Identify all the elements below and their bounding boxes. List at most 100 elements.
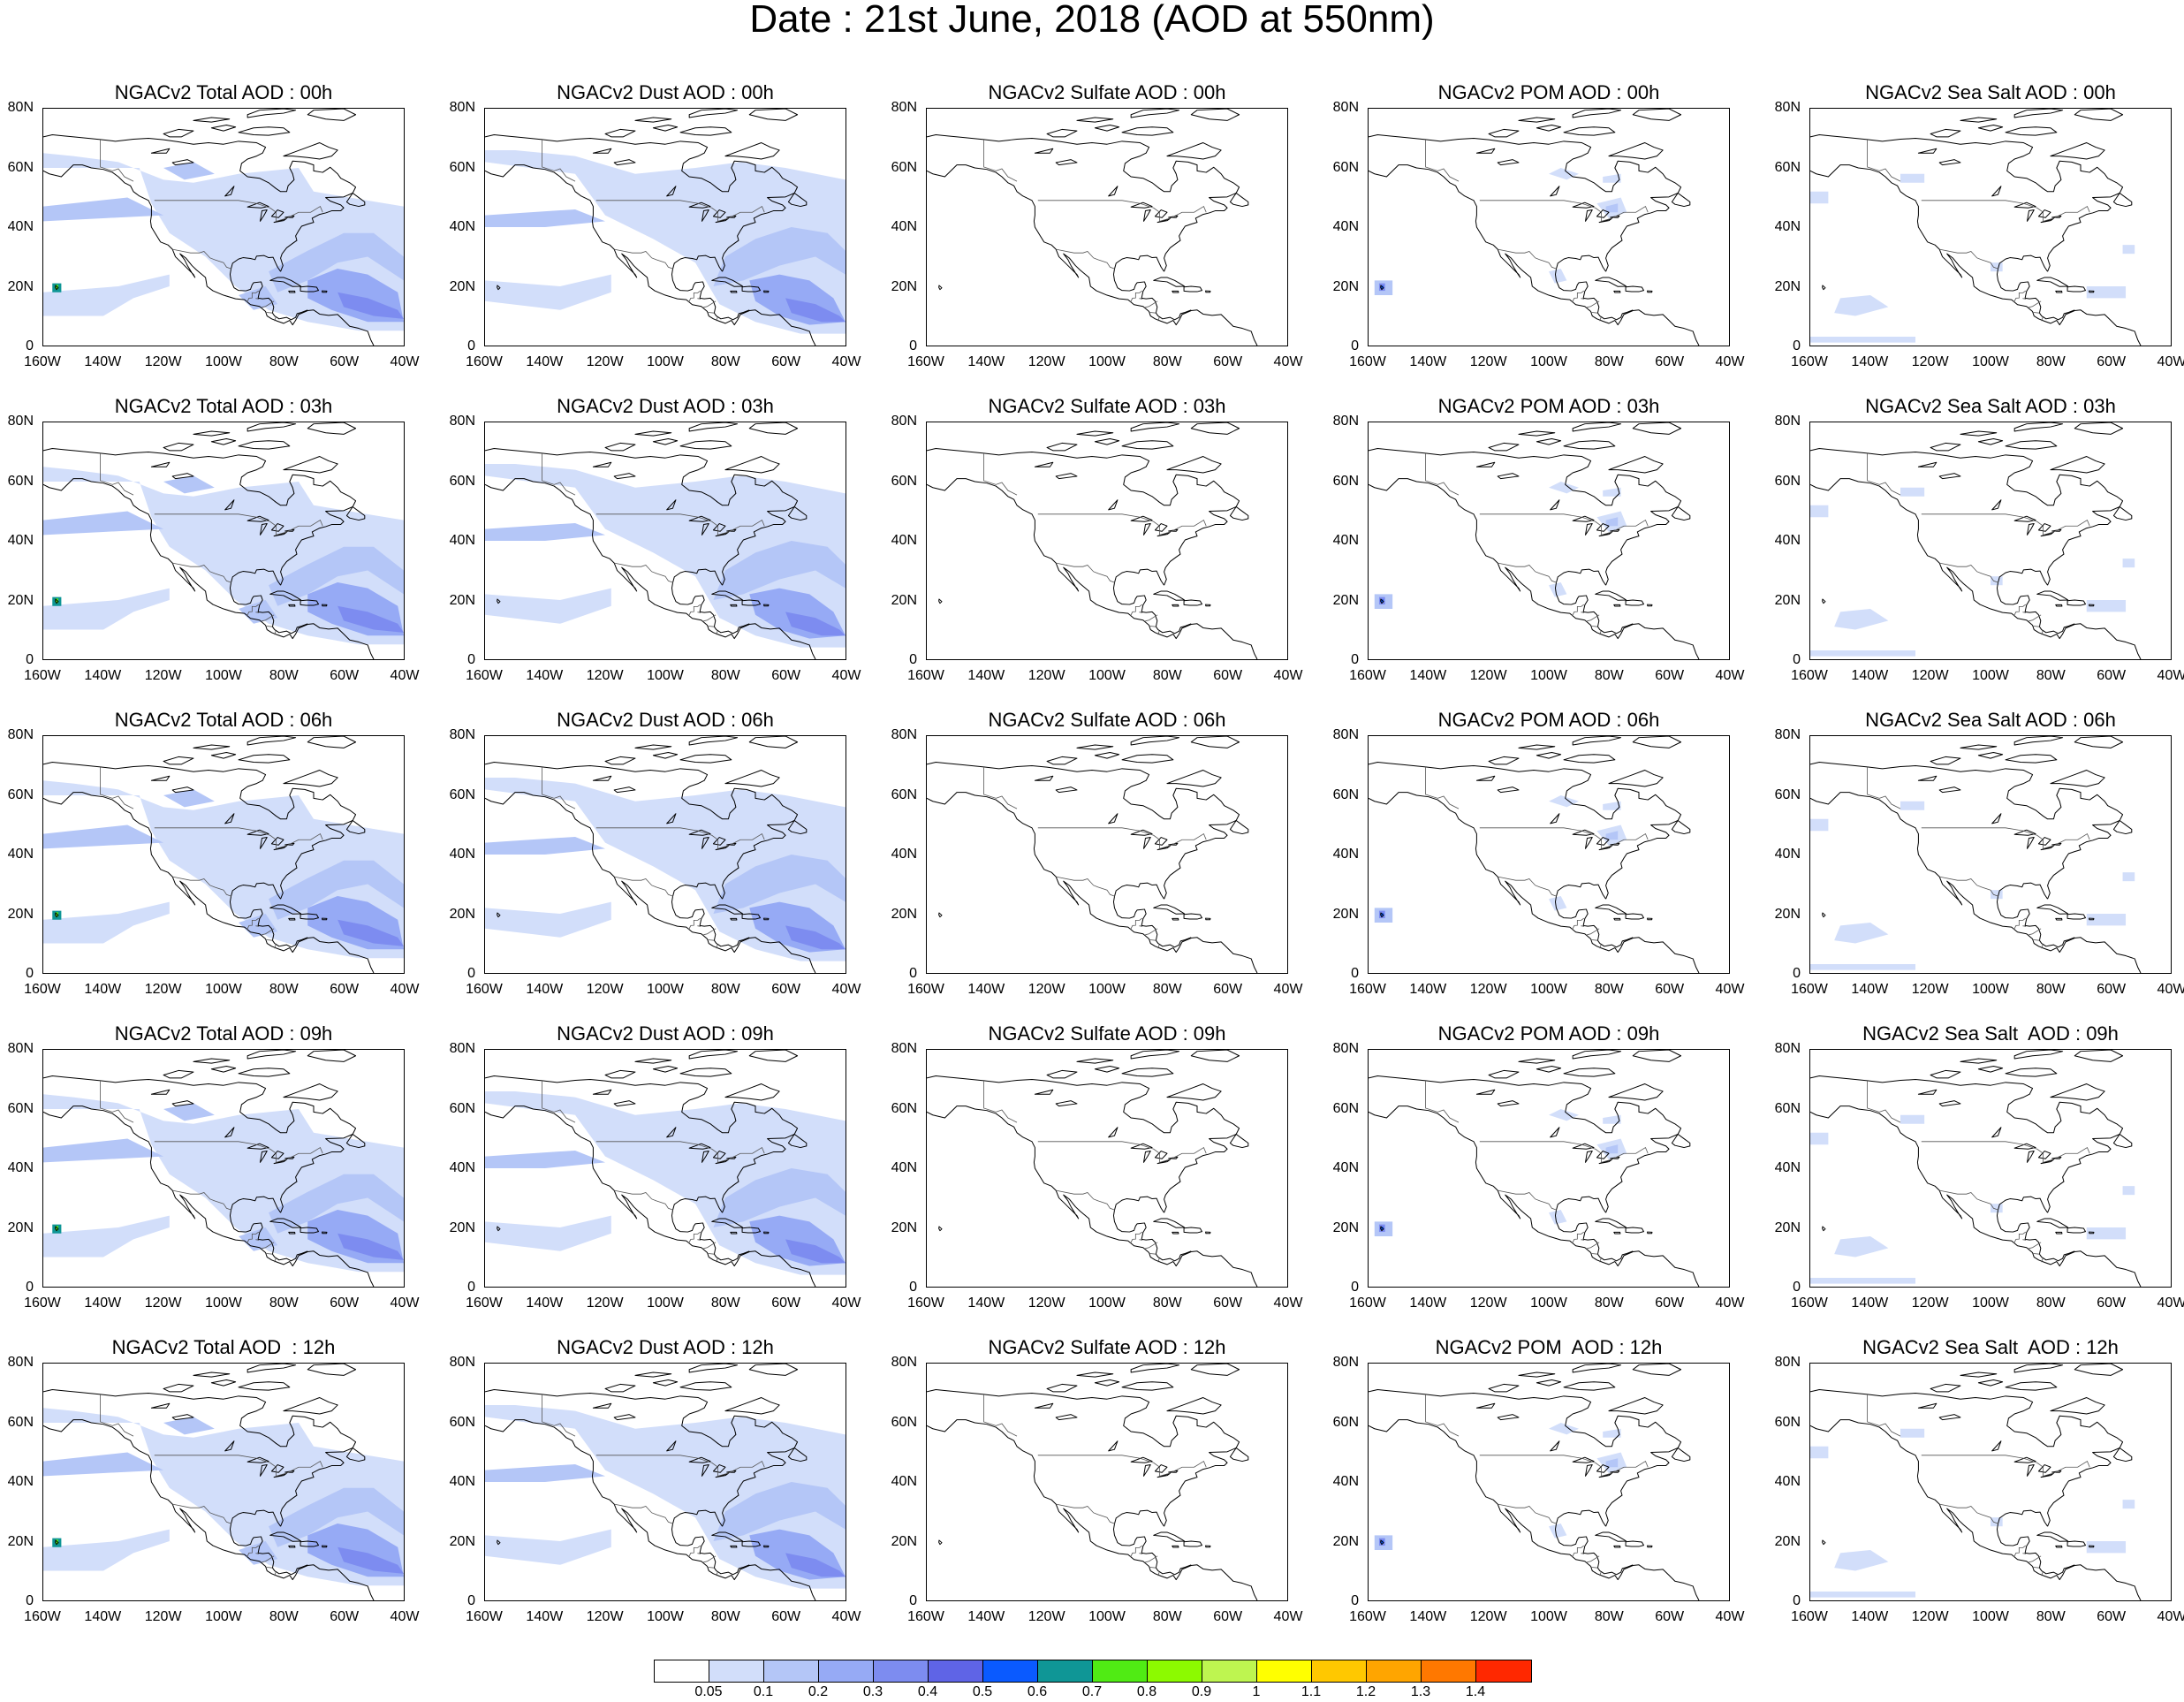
longitude-tick-label: 80W	[269, 1295, 299, 1311]
colorbar-tick-label: 1.2	[1355, 1684, 1376, 1699]
colorbar-tick-label: 0.8	[1136, 1684, 1157, 1699]
longitude-tick-label: 160W	[1791, 1609, 1828, 1624]
map-panel-pom: NGACv2 POM AOD : 12h 80N 60N 40N 20N 0 160W 140…	[1325, 1336, 1767, 1637]
latitude-tick-label: 20N	[1774, 592, 1801, 608]
latitude-tick-label: 0	[909, 1280, 917, 1295]
colorbar-tick-label: 0.9	[1191, 1684, 1212, 1699]
longitude-tick-label: 60W	[1213, 668, 1243, 683]
colorbar-swatch	[874, 1660, 929, 1682]
colorbar-tick-label: 1	[1252, 1684, 1261, 1699]
latitude-tick-label: 80N	[891, 414, 917, 429]
longitude-tick-label: 60W	[330, 354, 360, 369]
aod-field-region	[785, 1239, 846, 1264]
map-frame	[42, 1363, 405, 1601]
latitude-tick-label: 40N	[891, 1160, 917, 1175]
latitude-tick-label: 60N	[449, 1414, 475, 1430]
latitude-tick-label: 20N	[891, 592, 917, 608]
latitude-tick-label: 60N	[7, 159, 34, 175]
political-borders	[1867, 452, 2090, 635]
political-borders	[983, 452, 1207, 635]
aod-field-region	[485, 901, 611, 938]
political-borders	[983, 1080, 1207, 1263]
latitude-tick-label: 20N	[449, 906, 475, 922]
aod-field-region	[337, 1233, 404, 1260]
aod-field-region	[1810, 1446, 1829, 1459]
panel-title: NGACv2 Sea Salt AOD : 03h	[1865, 395, 2116, 417]
longitude-tick-label: 120W	[144, 982, 182, 997]
longitude-tick-label: 120W	[1469, 668, 1507, 683]
aod-field-region	[1900, 801, 1925, 810]
longitude-tick-label: 140W	[526, 354, 564, 369]
latitude-tick-label: 80N	[891, 100, 917, 115]
aod-field-region	[1549, 1109, 1580, 1121]
map-frame	[1809, 1049, 2172, 1288]
colorbar-tick-label: 0.1	[753, 1684, 774, 1699]
map-panel-sulfate: NGACv2 Sulfate AOD : 09h 80N 60N 40N 20N 0 160…	[883, 1022, 1325, 1323]
latitude-tick-label: 80N	[1774, 414, 1801, 429]
longitude-tick-label: 140W	[1851, 354, 1889, 369]
aod-field-region	[1991, 262, 2003, 272]
longitude-tick-label: 120W	[1911, 1295, 1949, 1311]
latitude-tick-label: 60N	[891, 159, 917, 175]
latitude-tick-label: 60N	[449, 1100, 475, 1116]
latitude-tick-label: 0	[26, 338, 34, 353]
longitude-tick-label: 100W	[647, 1609, 684, 1624]
map-panel-sulfate: NGACv2 Sulfate AOD : 12h 80N 60N 40N 20N 0 160…	[883, 1336, 1325, 1637]
longitude-tick-label: 80W	[1152, 1609, 1182, 1624]
panel-title: NGACv2 Dust AOD : 00h	[557, 81, 774, 103]
latitude-tick-label: 80N	[1332, 414, 1359, 429]
longitude-tick-label: 140W	[967, 1609, 1005, 1624]
longitude-tick-label: 100W	[205, 354, 242, 369]
aod-field-region	[43, 1452, 164, 1477]
longitude-tick-label: 140W	[1409, 1295, 1447, 1311]
latitude-tick-label: 60N	[1332, 1100, 1359, 1116]
longitude-tick-label: 160W	[1349, 1295, 1386, 1311]
longitude-tick-label: 80W	[2036, 1609, 2066, 1624]
longitude-tick-label: 80W	[1152, 1295, 1182, 1311]
longitude-tick-label: 140W	[84, 982, 122, 997]
map-frame	[484, 735, 846, 974]
longitude-tick-label: 60W	[2097, 668, 2127, 683]
longitude-tick-label: 60W	[2097, 1609, 2127, 1624]
latitude-tick-label: 60N	[7, 1414, 34, 1430]
coastlines	[927, 1050, 1258, 1287]
aod-field-region	[1603, 1428, 1621, 1438]
panel-title: NGACv2 Sea Salt AOD : 09h	[1862, 1022, 2119, 1045]
longitude-tick-label: 40W	[390, 354, 420, 369]
aod-field-region	[1810, 1277, 1916, 1284]
longitude-tick-label: 40W	[2157, 354, 2184, 369]
longitude-tick-label: 140W	[526, 668, 564, 683]
map-frame	[42, 735, 405, 974]
latitude-tick-label: 60N	[1332, 1414, 1359, 1430]
coastlines	[1810, 1364, 2142, 1600]
panel-title: NGACv2 Sulfate AOD : 00h	[988, 81, 1226, 103]
latitude-tick-label: 60N	[1774, 1100, 1801, 1116]
panel-title: NGACv2 Sea Salt AOD : 00h	[1865, 81, 2116, 103]
longitude-tick-label: 100W	[205, 1295, 242, 1311]
longitude-tick-label: 60W	[1213, 982, 1243, 997]
aod-field-region	[269, 860, 404, 920]
latitude-tick-label: 60N	[1332, 159, 1359, 175]
aod-field-region	[1991, 1204, 2003, 1213]
longitude-tick-label: 60W	[771, 1295, 801, 1311]
latitude-tick-label: 0	[1351, 652, 1359, 667]
longitude-tick-label: 80W	[1594, 1295, 1624, 1311]
colorbar-swatch	[1093, 1660, 1148, 1682]
aod-field-region	[1549, 1209, 1567, 1225]
map-panel-total: NGACv2 Total AOD : 09h 80N 60N 40N 20N 0 160W 1…	[0, 1022, 442, 1323]
longitude-tick-label: 100W	[647, 1295, 684, 1311]
coastlines	[485, 109, 816, 346]
longitude-tick-label: 160W	[1349, 354, 1386, 369]
longitude-tick-label: 120W	[1028, 1295, 1065, 1311]
aod-field-region	[1605, 517, 1619, 527]
latitude-tick-label: 0	[909, 652, 917, 667]
coastlines	[43, 1050, 375, 1287]
longitude-tick-label: 60W	[330, 982, 360, 997]
aod-field-region	[713, 541, 846, 600]
aod-field-region	[1603, 1114, 1621, 1124]
colorbar-tick-label: 0.6	[1027, 1684, 1048, 1699]
latitude-tick-label: 80N	[1332, 1355, 1359, 1370]
longitude-tick-label: 100W	[1972, 1609, 2009, 1624]
map-panel-dust: NGACv2 Dust AOD : 03h 80N 60N 40N 20N 0 160W 14…	[442, 395, 883, 695]
aod-field-region	[337, 919, 404, 946]
